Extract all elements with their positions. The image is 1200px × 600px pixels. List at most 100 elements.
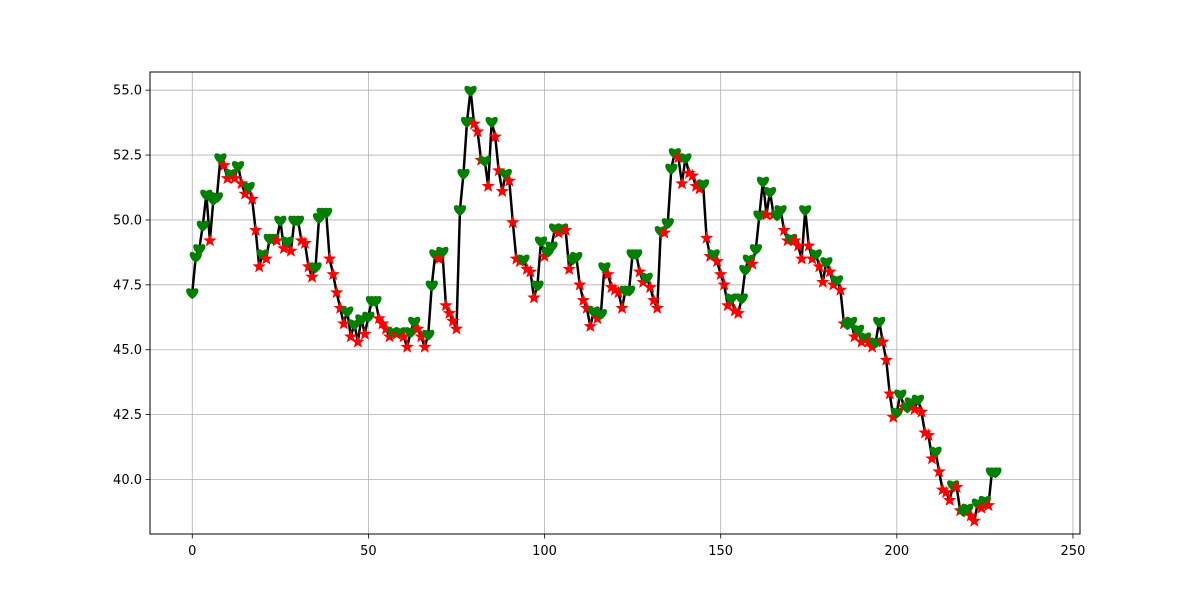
data-point-star-marker [396,329,411,343]
data-point-heart-marker [739,264,752,276]
data-point-star-marker [615,301,629,314]
data-point-star-marker [277,241,291,255]
data-point-star-marker [650,301,664,314]
data-point-star-marker [294,233,309,247]
data-point-heart-marker [341,306,354,318]
y-tick-label: 47.5 [113,278,142,293]
data-point-heart-marker [545,241,558,253]
data-point-star-marker [939,485,953,499]
data-point-heart-marker [210,192,224,204]
data-point-star-marker [685,168,700,182]
data-point-star-marker [509,251,524,265]
data-point-star-marker [270,233,284,247]
data-point-star-marker [865,340,879,353]
data-point-star-marker [699,231,714,244]
data-point-star-marker [833,283,848,296]
data-point-heart-marker [989,467,1002,479]
y-tick-label: 50.0 [113,213,142,228]
x-tick-label: 150 [708,544,733,559]
data-point-star-marker [802,238,816,252]
data-point-star-marker [576,293,590,307]
data-point-star-marker [689,179,703,192]
data-point-heart-marker [436,246,449,258]
data-point-star-marker [583,319,597,333]
data-point-star-marker [777,223,791,236]
data-point-star-marker [886,410,900,423]
data-point-heart-marker [679,153,692,165]
data-point-star-marker [527,290,541,304]
data-point-star-marker [351,334,365,348]
data-point-heart-marker [193,244,206,255]
data-point-star-marker [506,215,520,229]
data-point-heart-marker [696,179,710,191]
data-point-star-marker [601,267,615,281]
data-point-star-marker [442,306,457,320]
data-point-heart-marker [630,249,643,261]
data-point-star-marker [879,353,893,366]
data-point-star-marker [590,311,605,325]
data-point-heart-marker [725,293,738,305]
data-point-star-marker [379,321,393,335]
data-point-star-marker [611,285,626,299]
data-point-star-marker [344,329,358,343]
data-point-star-marker [823,264,837,278]
data-point-heart-marker [820,257,833,268]
data-point-heart-marker [457,168,470,180]
data-point-star-marker [559,223,573,236]
data-point-star-marker [932,464,946,478]
data-point-star-marker [323,251,337,265]
data-point-star-marker [520,262,534,275]
data-point-heart-marker [894,389,907,401]
x-tick-label: 100 [532,544,557,559]
data-point-heart-marker [756,176,770,188]
data-point-heart-marker [242,181,255,193]
y-tick-label: 40.0 [113,473,142,488]
data-point-star-marker [907,402,922,416]
data-point-star-marker [245,192,259,205]
data-point-star-marker [446,314,460,327]
data-point-heart-marker [873,316,886,328]
data-point-heart-marker [531,280,544,292]
data-point-star-marker [562,262,576,275]
data-point-heart-marker [665,163,678,175]
data-point-star-marker [647,293,661,307]
data-point-star-marker [967,514,981,527]
x-tick-label: 50 [360,544,377,559]
data-point-star-marker [358,327,372,340]
data-point-heart-marker [362,311,375,323]
data-point-star-marker [728,303,742,317]
data-point-heart-marker [485,116,498,128]
data-point-heart-marker [640,272,653,284]
data-point-heart-marker [478,155,491,167]
data-point-heart-marker [774,205,787,217]
plot-area [186,85,1002,527]
data-point-star-marker [326,267,340,281]
data-point-star-marker [217,158,231,172]
data-point-star-marker [914,405,929,418]
data-point-star-marker [284,244,298,257]
data-point-heart-marker [830,275,844,287]
data-point-star-marker [375,316,390,330]
data-point-heart-marker [534,236,548,248]
data-point-star-marker [604,280,619,294]
data-point-star-marker [495,184,509,198]
data-point-star-marker [675,176,689,190]
data-point-star-marker [238,186,252,200]
data-point-star-marker [921,428,936,442]
data-point-heart-marker [809,249,822,261]
data-point-star-marker [883,386,897,400]
data-point-heart-marker [890,407,903,419]
data-point-star-marker [816,275,830,288]
data-point-star-marker [492,163,506,177]
data-point-star-marker [449,321,464,335]
data-point-star-marker [488,129,502,143]
data-point-star-marker [671,150,686,164]
data-point-heart-marker [594,309,608,320]
y-tick-label: 45.0 [113,343,142,358]
data-point-heart-marker [309,262,322,274]
data-point-star-marker [337,316,351,330]
data-point-star-marker [731,306,745,320]
data-point-star-marker [717,277,731,291]
data-point-star-marker [964,508,978,522]
